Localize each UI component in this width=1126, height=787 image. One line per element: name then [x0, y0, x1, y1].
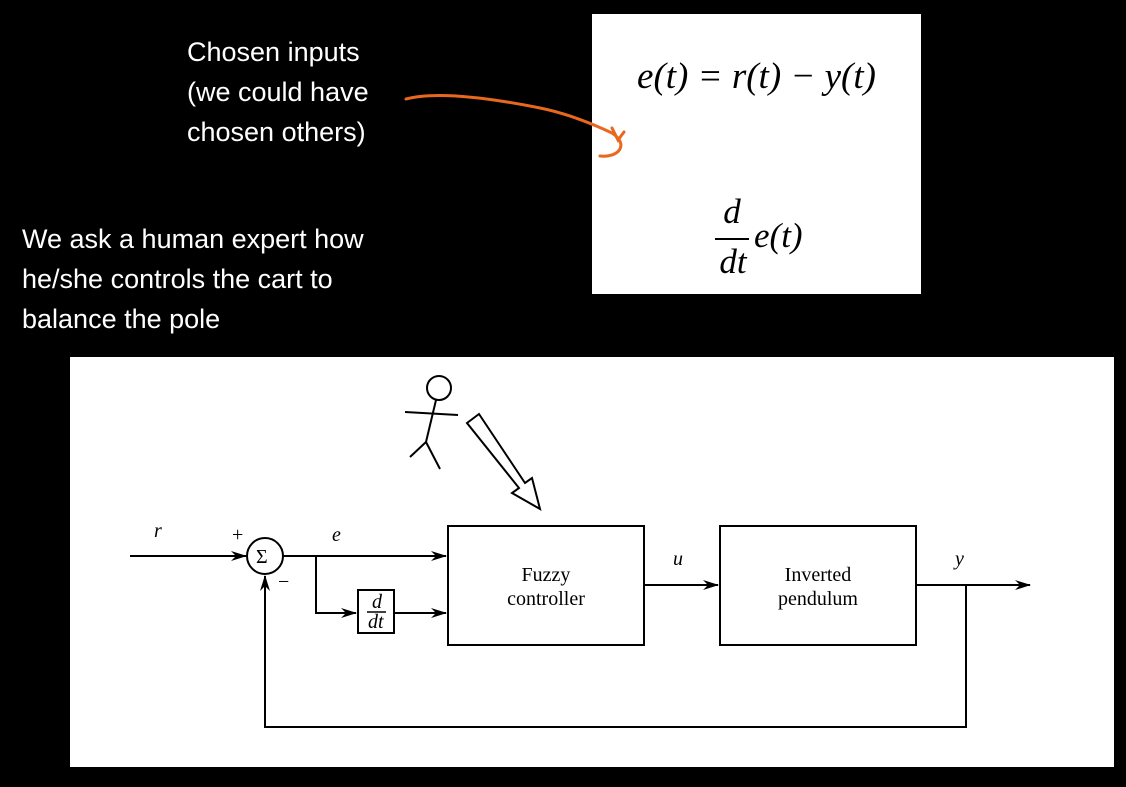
control-block-diagram: r Σ + − e d dt Fuzzy controller u Invert… — [130, 375, 1031, 728]
derivative-block-numerator: d — [372, 591, 383, 613]
error-derivative: d dt e(t) — [707, 192, 907, 282]
formula-box: e(t) = r(t) − y(t) d dt e(t) — [592, 14, 921, 294]
block-diagram-panel: r Σ + − e d dt Fuzzy controller u Invert… — [70, 357, 1114, 767]
plus-sign: + — [232, 524, 243, 546]
note-line-3: chosen others) — [187, 117, 366, 147]
human-expert-note: We ask a human expert how he/she control… — [22, 219, 422, 339]
expert-knowledge-arrow-icon — [465, 412, 542, 512]
plant-label-line-2: pendulum — [778, 588, 858, 610]
reference-label: r — [154, 520, 162, 542]
error-equation: e(t) = r(t) − y(t) — [637, 56, 876, 97]
controller-label-line-2: controller — [507, 588, 585, 610]
sum-symbol: Σ — [256, 546, 268, 568]
error-label: e — [332, 524, 341, 546]
inverted-pendulum-block — [719, 525, 917, 646]
output-label: y — [953, 548, 964, 570]
controller-label-line-1: Fuzzy — [522, 564, 571, 586]
plant-label-line-1: Inverted — [785, 564, 852, 586]
expert-line-3: balance the pole — [22, 304, 221, 334]
fraction-bar — [715, 238, 749, 240]
derivative-denominator: dt — [719, 242, 747, 281]
orange-arrow-icon — [404, 93, 623, 158]
expert-line-1: We ask a human expert how — [22, 224, 364, 254]
human-expert-icon — [404, 375, 459, 470]
fuzzy-controller-block — [447, 525, 645, 646]
note-line-1: Chosen inputs — [187, 37, 360, 67]
minus-sign: − — [278, 571, 289, 593]
error-branch-line — [315, 556, 357, 618]
derivative-numerator: d — [723, 192, 741, 231]
orange-arrowhead-icon — [610, 126, 626, 143]
chosen-inputs-note: Chosen inputs (we could have chosen othe… — [187, 32, 417, 152]
control-label: u — [673, 548, 683, 570]
note-line-2: (we could have — [187, 77, 369, 107]
feedback-line — [260, 575, 967, 728]
expert-line-2: he/she controls the cart to — [22, 264, 333, 294]
derivative-expression: e(t) — [754, 216, 803, 255]
derivative-block-denominator: dt — [368, 611, 384, 633]
